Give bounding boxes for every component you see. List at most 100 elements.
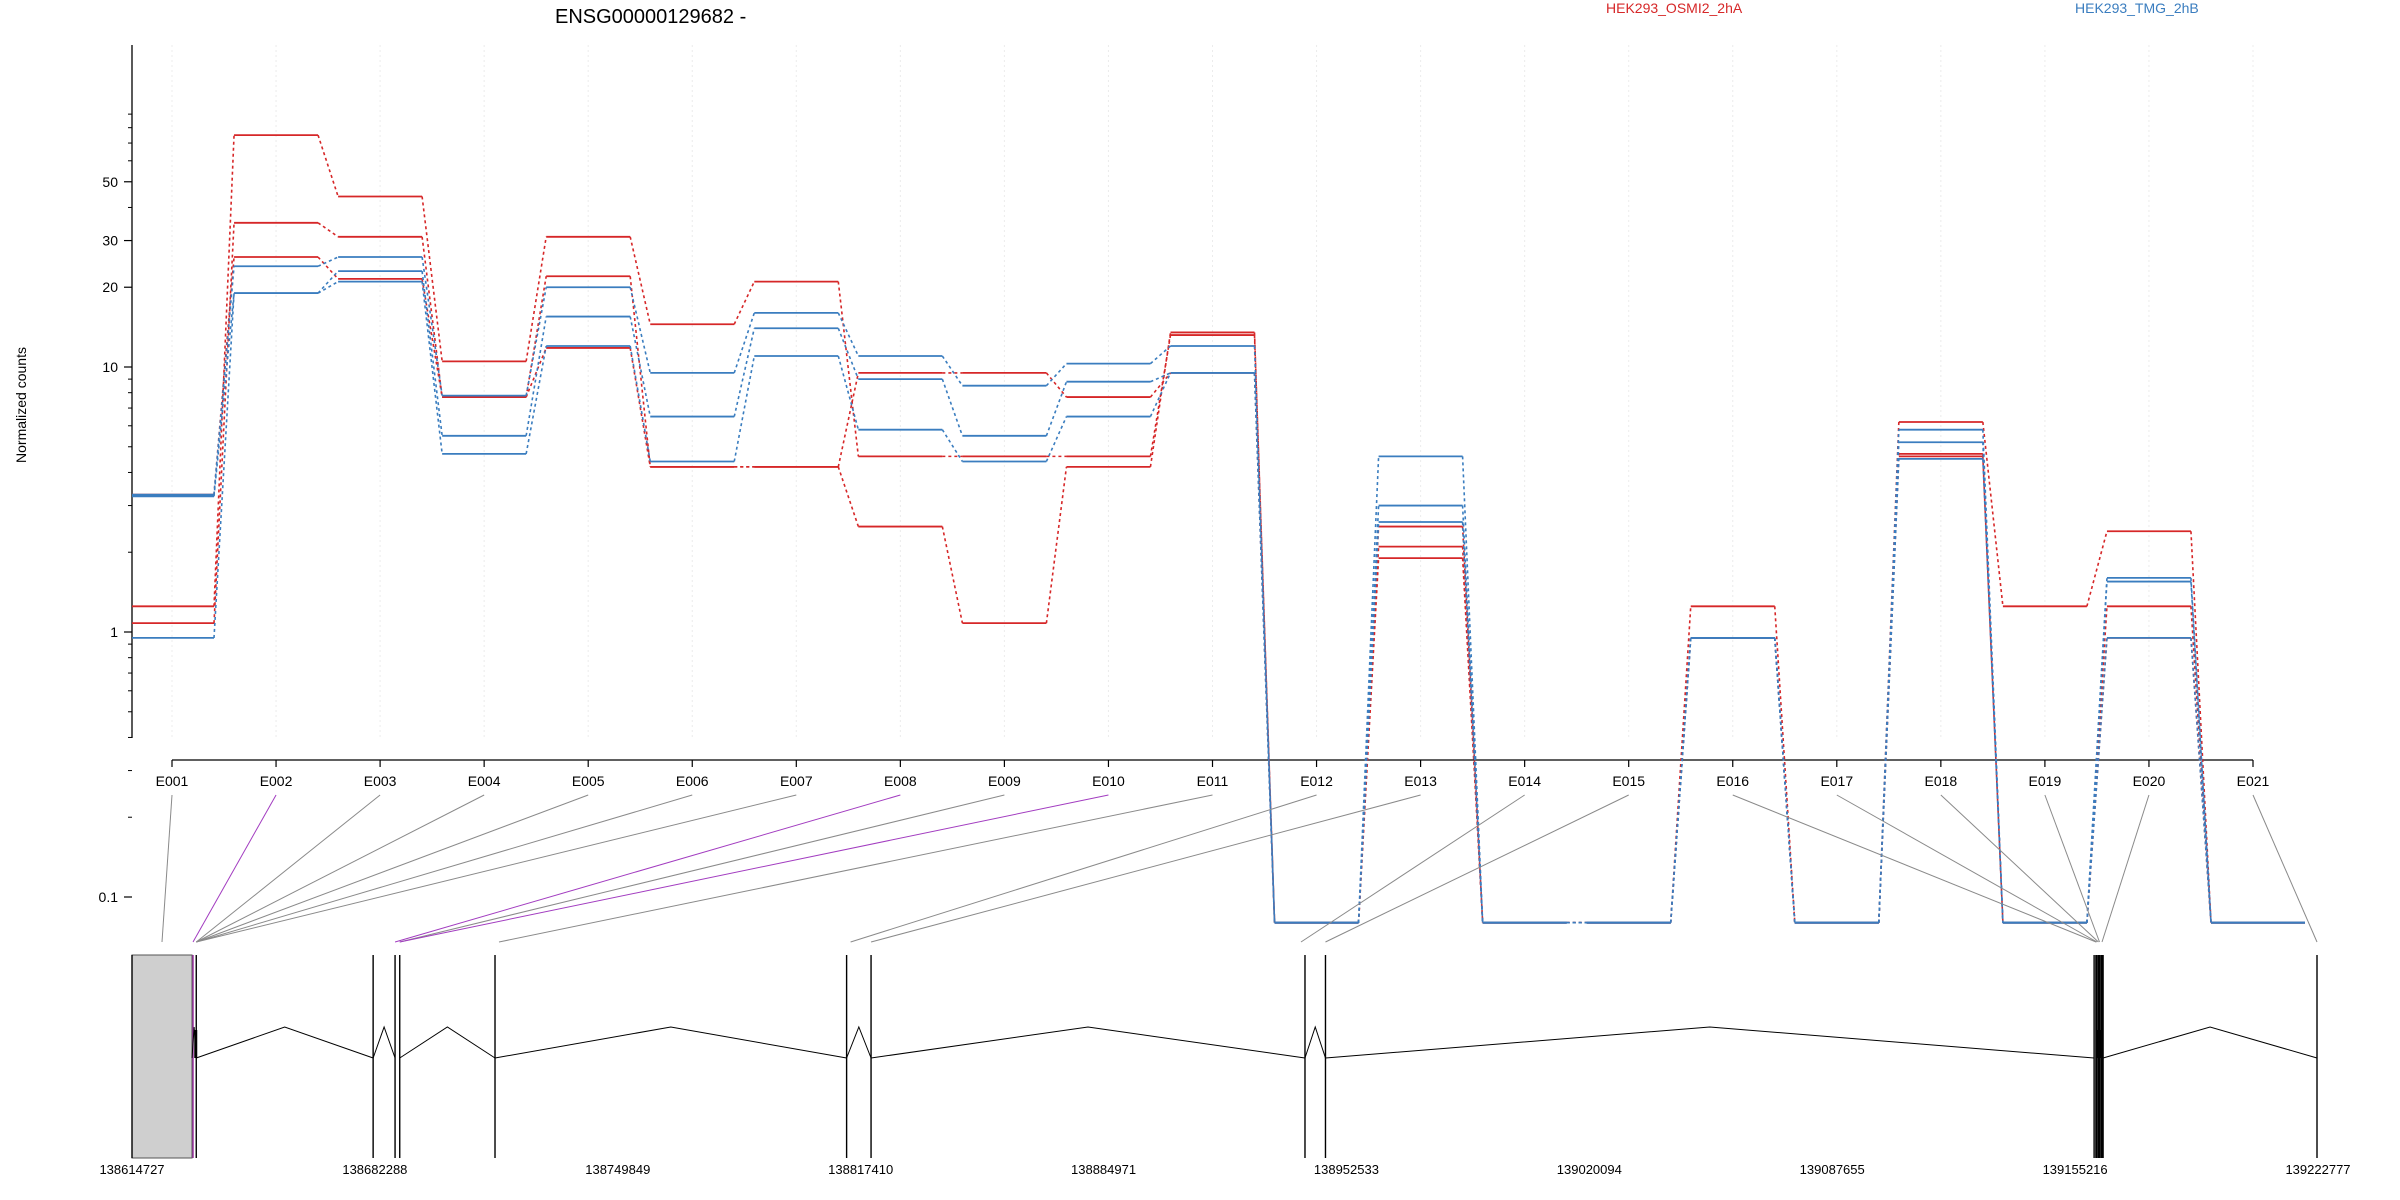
series-connector: [941, 526, 964, 624]
connector-e007: [196, 794, 797, 943]
y-tick-label: 50: [102, 174, 118, 190]
series-connector: [213, 293, 235, 497]
utr-block: [131, 954, 193, 1159]
connector-e009: [399, 794, 1005, 943]
exon-connectors: [161, 794, 2318, 943]
y-axis-label: Normalized counts: [13, 347, 29, 463]
series-connector: [2086, 637, 2108, 923]
series-6: [132, 280, 2305, 924]
intron-line: [372, 1025, 396, 1059]
series-connector: [1773, 606, 1796, 923]
series-connector: [1149, 332, 1172, 467]
genomic-axis-label: 139087655: [1800, 1162, 1865, 1177]
intron-line: [196, 1026, 374, 1059]
intron-line: [494, 1026, 847, 1059]
connector-e005: [196, 794, 589, 943]
connector-e008: [394, 794, 901, 943]
series-connector: [1773, 637, 1796, 923]
series-connector: [1150, 372, 1171, 383]
series-connector: [837, 281, 860, 457]
series-connector: [421, 278, 443, 398]
connector-e019: [2044, 794, 2100, 943]
series-connector: [421, 256, 443, 396]
x-tick-label-e005: E005: [572, 773, 605, 789]
series-5: [132, 270, 2305, 924]
connector-e001: [161, 794, 173, 943]
x-tick-label-e008: E008: [884, 773, 917, 789]
x-tick-label-e020: E020: [2133, 773, 2166, 789]
connector-e002: [192, 794, 277, 943]
y-tick-label: 1: [110, 624, 118, 640]
series-connector: [2086, 577, 2108, 923]
connector-e010: [399, 794, 1109, 943]
series-1: [132, 134, 2305, 924]
axes: [124, 45, 2254, 898]
connector-e011: [498, 794, 1213, 943]
series-connector: [525, 345, 547, 455]
intron-line: [1304, 1025, 1326, 1059]
genomic-axis-label: 138614727: [99, 1162, 164, 1177]
x-tick-label-e010: E010: [1092, 773, 1125, 789]
legend-label-osmi2: HEK293_OSMI2_2hA: [1606, 0, 1743, 16]
series-connector: [421, 196, 443, 362]
x-tick-label-e004: E004: [468, 773, 501, 789]
tick-labels: 0.1 1 10 20 30 50 E001 E002 E003 E004 E005 E006 E007…: [99, 174, 2270, 905]
series-connector: [213, 135, 235, 607]
genomic-axis-label: 139222777: [2285, 1162, 2350, 1177]
series-connector: [1669, 606, 1692, 923]
series-connector: [317, 270, 339, 294]
genomic-axis-label: 138884971: [1071, 1162, 1136, 1177]
series-connector: [1045, 381, 1068, 437]
series-connector: [1357, 456, 1380, 923]
x-tick-label-e011: E011: [1197, 773, 1229, 789]
series-connector: [733, 281, 756, 325]
connector-e012: [850, 794, 1317, 943]
connector-e021: [2252, 794, 2318, 943]
connector-e003: [195, 794, 381, 943]
genomic-axis-label: 139020094: [1557, 1162, 1622, 1177]
series-connector: [1253, 335, 1276, 923]
intron-line: [2102, 1026, 2318, 1059]
x-tick-label-e001: E001: [156, 773, 189, 789]
series-connector: [941, 429, 964, 462]
series-3: [132, 256, 2305, 924]
series-connector: [733, 312, 756, 374]
y-tick-label: 30: [102, 233, 118, 249]
series-connector: [317, 222, 339, 238]
series-connector: [1982, 458, 2004, 923]
series-connector: [1461, 521, 1484, 923]
x-tick-label-e016: E016: [1716, 773, 1749, 789]
series-connector: [421, 271, 443, 436]
connector-e016: [1732, 794, 2097, 943]
x-tick-label-e002: E002: [260, 773, 293, 789]
series-connector: [837, 372, 860, 468]
series-connector: [733, 355, 756, 462]
y-tick-label: 10: [102, 359, 118, 375]
connector-e004: [196, 794, 485, 943]
series-connector: [1149, 334, 1172, 457]
x-tick-label-e021: E021: [2237, 773, 2270, 789]
series-connector: [1982, 421, 2004, 607]
exon-block: [2096, 1030, 2101, 1058]
series-connector: [1461, 526, 1484, 923]
series-connector: [1253, 372, 1276, 923]
series-connector: [941, 378, 964, 437]
x-tick-label-e009: E009: [988, 773, 1021, 789]
series-connector: [213, 222, 235, 624]
x-tick-label-e006: E006: [676, 773, 709, 789]
x-tick-label-e017: E017: [1820, 773, 1853, 789]
series-connector: [525, 347, 547, 398]
connector-e014: [1300, 794, 1525, 943]
series-connector: [837, 312, 860, 357]
y-tick-label: 20: [102, 279, 118, 295]
intron-line: [846, 1025, 872, 1059]
series-connector: [1149, 372, 1172, 417]
series-connector: [1045, 466, 1068, 624]
series-connector: [1253, 345, 1276, 923]
connector-e017: [1836, 794, 2098, 943]
connector-e006: [196, 794, 693, 943]
series-4: [132, 256, 2305, 924]
x-tick-label-e018: E018: [1924, 773, 1957, 789]
